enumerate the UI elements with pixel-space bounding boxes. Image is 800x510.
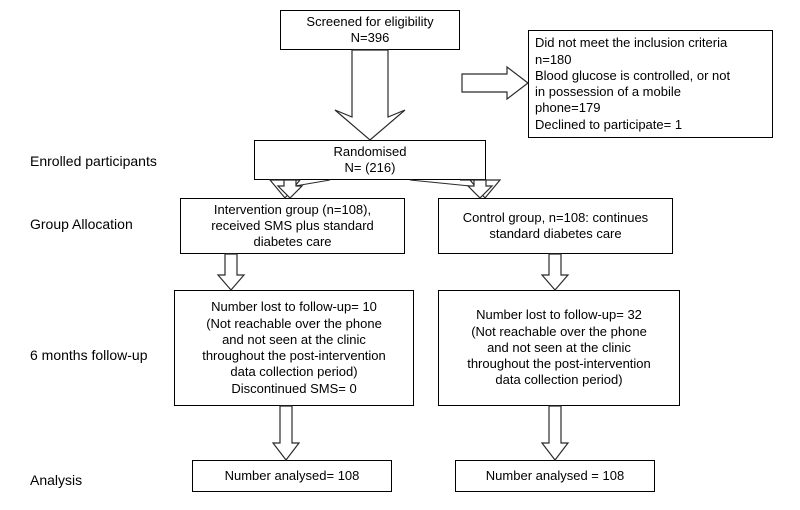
- box-analysed-control: Number analysed = 108: [455, 460, 655, 492]
- excluded-l3: Blood glucose is controlled, or not: [535, 68, 730, 84]
- arrow-lost-i-to-analysed: [273, 406, 299, 460]
- excluded-l2: n=180: [535, 52, 572, 68]
- control-l1: Control group, n=108: continues: [463, 210, 648, 226]
- excluded-l6: Declined to participate= 1: [535, 117, 682, 133]
- control-l2: standard diabetes care: [489, 226, 621, 242]
- intervention-l3: diabetes care: [253, 234, 331, 250]
- box-lost-control: Number lost to follow-up= 32 (Not reacha…: [438, 290, 680, 406]
- excluded-l4: in possession of a mobile: [535, 84, 681, 100]
- randomised-l2: N= (216): [345, 160, 396, 176]
- label-group-allocation: Group Allocation: [30, 216, 133, 233]
- box-excluded: Did not meet the inclusion criteria n=18…: [528, 30, 773, 138]
- arrow-screened-to-excluded: [462, 67, 528, 99]
- arrow-screened-to-randomised: [335, 50, 405, 140]
- lost-c-l5: data collection period): [495, 372, 622, 388]
- box-screened: Screened for eligibility N=396: [280, 10, 460, 50]
- excluded-l1: Did not meet the inclusion criteria: [535, 35, 727, 51]
- lost-c-l3: and not seen at the clinic: [487, 340, 631, 356]
- arrow-lost-c-to-analysed: [542, 406, 568, 460]
- analysed-i: Number analysed= 108: [225, 468, 360, 484]
- arrow-control-to-lost: [542, 254, 568, 290]
- lost-i-l3: and not seen at the clinic: [222, 332, 366, 348]
- label-enrolled: Enrolled participants: [30, 153, 157, 170]
- intervention-l2: received SMS plus standard: [211, 218, 374, 234]
- lost-c-l1: Number lost to follow-up= 32: [476, 307, 642, 323]
- box-randomised: Randomised N= (216): [254, 140, 486, 180]
- arrow-randomised-split-left: [278, 180, 302, 198]
- lost-i-l4: throughout the post-intervention: [202, 348, 386, 364]
- arrow-randomised-to-intervention: [270, 180, 330, 198]
- intervention-l1: Intervention group (n=108),: [214, 202, 371, 218]
- lost-i-l2: (Not reachable over the phone: [206, 316, 382, 332]
- box-lost-intervention: Number lost to follow-up= 10 (Not reacha…: [174, 290, 414, 406]
- box-intervention: Intervention group (n=108), received SMS…: [180, 198, 405, 254]
- lost-c-l2: (Not reachable over the phone: [471, 324, 647, 340]
- lost-c-l4: throughout the post-intervention: [467, 356, 651, 372]
- lost-i-l6: Discontinued SMS= 0: [231, 381, 356, 397]
- analysed-c: Number analysed = 108: [486, 468, 624, 484]
- box-control: Control group, n=108: continues standard…: [438, 198, 673, 254]
- screened-line2: N=396: [351, 30, 390, 46]
- arrow-randomised-split-right: [468, 180, 492, 198]
- lost-i-l5: data collection period): [230, 364, 357, 380]
- arrow-randomised-to-control: [410, 180, 500, 198]
- label-followup: 6 months follow-up: [30, 347, 148, 364]
- randomised-l1: Randomised: [334, 144, 407, 160]
- label-analysis: Analysis: [30, 472, 82, 489]
- lost-i-l1: Number lost to follow-up= 10: [211, 299, 377, 315]
- excluded-l5: phone=179: [535, 100, 600, 116]
- box-analysed-intervention: Number analysed= 108: [192, 460, 392, 492]
- screened-line1: Screened for eligibility: [306, 14, 433, 30]
- arrow-intervention-to-lost: [218, 254, 244, 290]
